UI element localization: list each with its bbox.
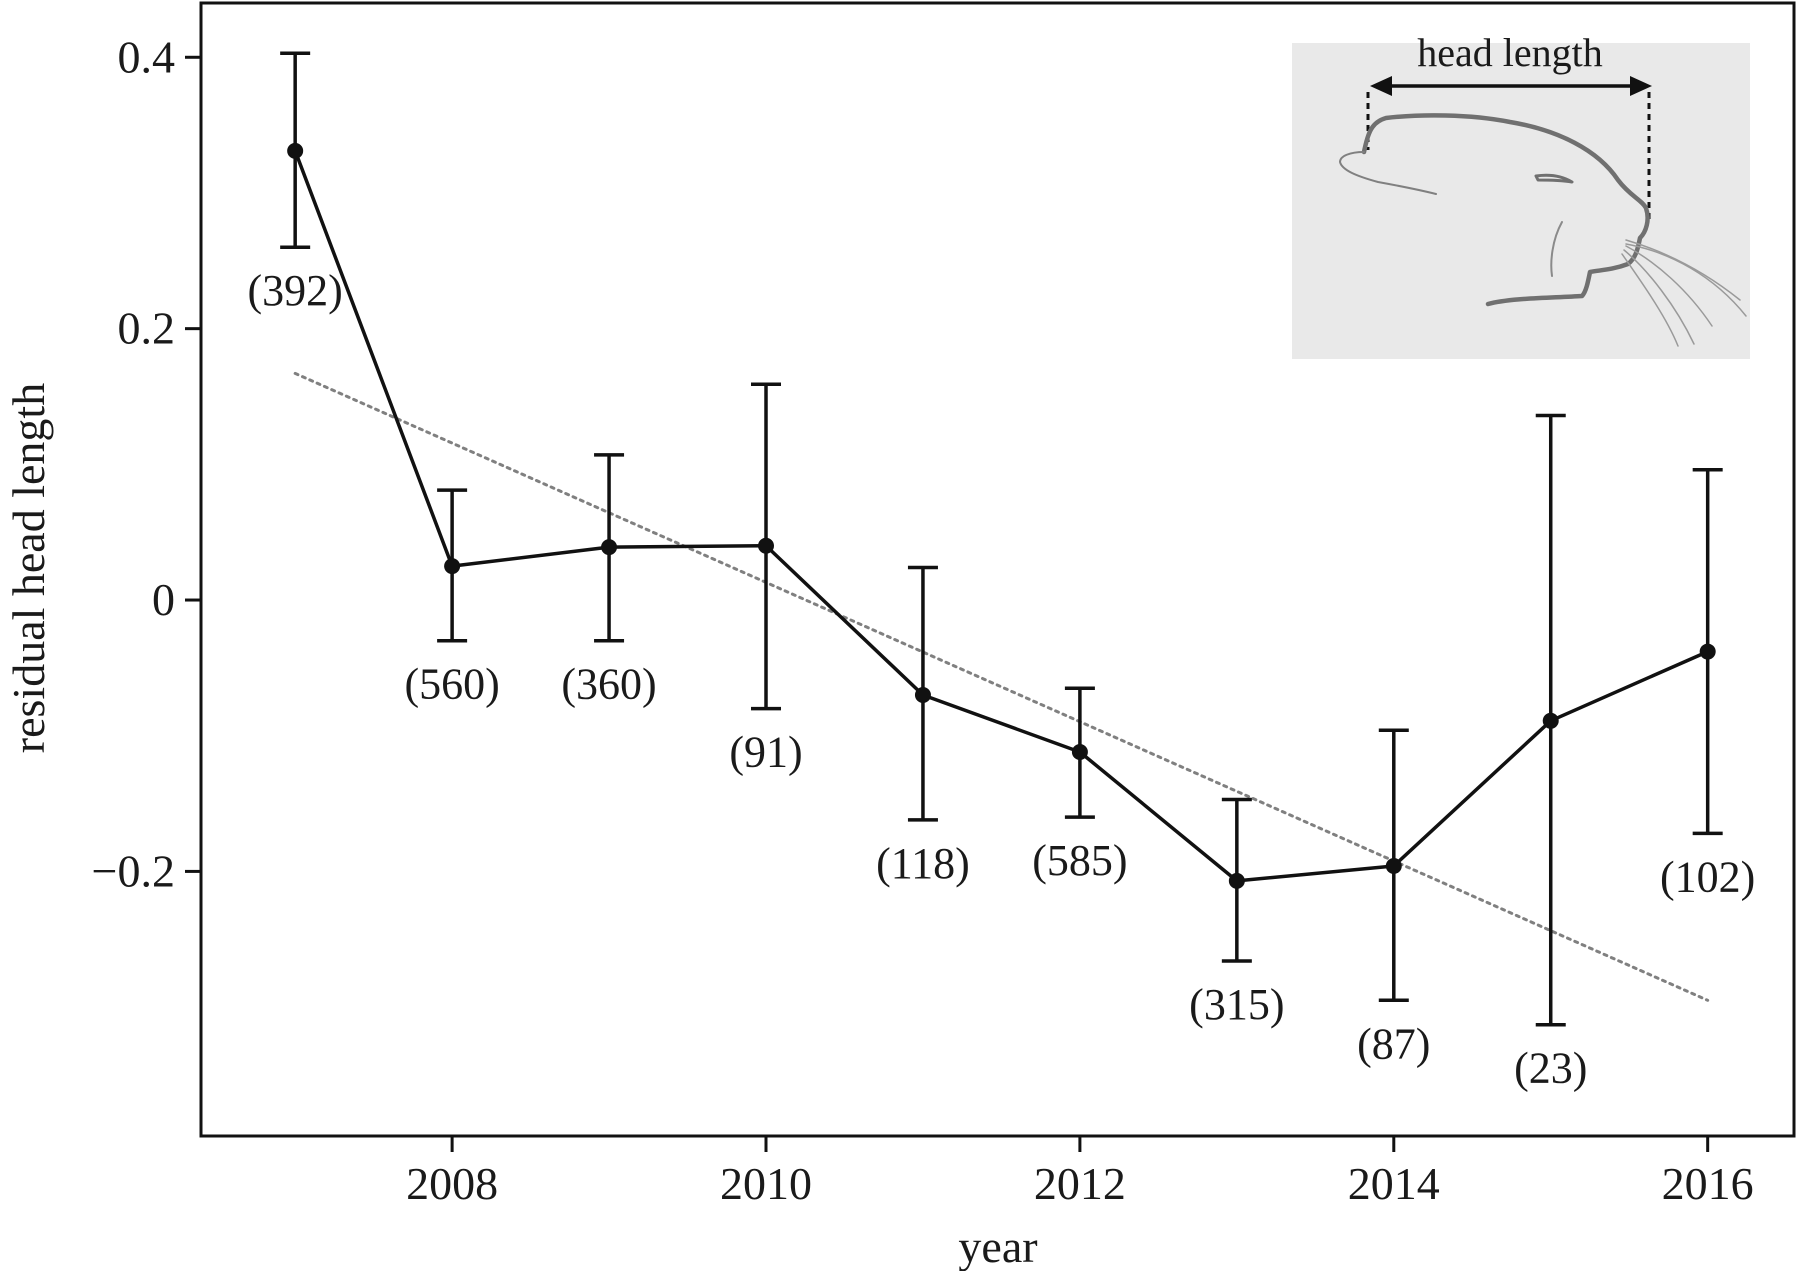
y-tick-label: −0.2 bbox=[92, 845, 175, 896]
count-labels-layer: (392) (560) (360) (91) (118) (585) (315) (87) (2… bbox=[248, 266, 1756, 1092]
y-tick-label: 0.2 bbox=[118, 303, 176, 354]
sample-size-label: (23) bbox=[1514, 1044, 1587, 1093]
data-point bbox=[1385, 857, 1402, 874]
x-axis-title: year bbox=[958, 1221, 1037, 1271]
sample-size-label: (560) bbox=[404, 660, 499, 709]
plot-frame bbox=[199, 1, 1796, 1138]
sample-size-label: (118) bbox=[876, 839, 970, 888]
x-tick-label: 2012 bbox=[1034, 1158, 1126, 1209]
sample-size-label: (315) bbox=[1189, 980, 1284, 1029]
x-axis: 2008 2010 2012 2014 2016 bbox=[406, 1136, 1754, 1209]
series-line bbox=[293, 150, 1709, 883]
x-tick-label: 2008 bbox=[406, 1158, 498, 1209]
sample-size-label: (392) bbox=[248, 266, 343, 315]
data-points-layer bbox=[287, 142, 1716, 889]
sample-size-label: (360) bbox=[561, 660, 656, 709]
trend-line-layer bbox=[293, 371, 1710, 1002]
data-point bbox=[1542, 712, 1559, 729]
inset-background bbox=[1292, 43, 1750, 359]
sample-size-label: (87) bbox=[1357, 1019, 1430, 1068]
data-point bbox=[287, 142, 304, 159]
x-tick-label: 2016 bbox=[1662, 1158, 1754, 1209]
data-point bbox=[1699, 643, 1716, 660]
y-tick-label: 0.4 bbox=[118, 31, 176, 82]
data-point bbox=[444, 558, 461, 575]
data-point bbox=[1071, 744, 1088, 761]
data-point bbox=[601, 539, 618, 556]
x-tick-label: 2014 bbox=[1348, 1158, 1440, 1209]
inset-label: head length bbox=[1417, 30, 1603, 75]
y-axis: 0.4 0.2 0 −0.2 bbox=[92, 31, 201, 896]
sample-size-label: (102) bbox=[1660, 852, 1755, 901]
series-line-layer bbox=[293, 150, 1709, 883]
sample-size-label: (585) bbox=[1032, 836, 1127, 885]
otter-head-icon bbox=[1339, 113, 1747, 347]
trend-line bbox=[293, 371, 1710, 1002]
data-point bbox=[1228, 872, 1245, 889]
y-tick-label: 0 bbox=[152, 574, 175, 625]
data-point bbox=[914, 687, 931, 704]
sample-size-label: (91) bbox=[729, 728, 802, 777]
y-axis-title: residual head length bbox=[3, 383, 54, 753]
data-point bbox=[758, 537, 775, 554]
x-tick-label: 2010 bbox=[720, 1158, 812, 1209]
head-length-inset: head length bbox=[1292, 30, 1750, 359]
